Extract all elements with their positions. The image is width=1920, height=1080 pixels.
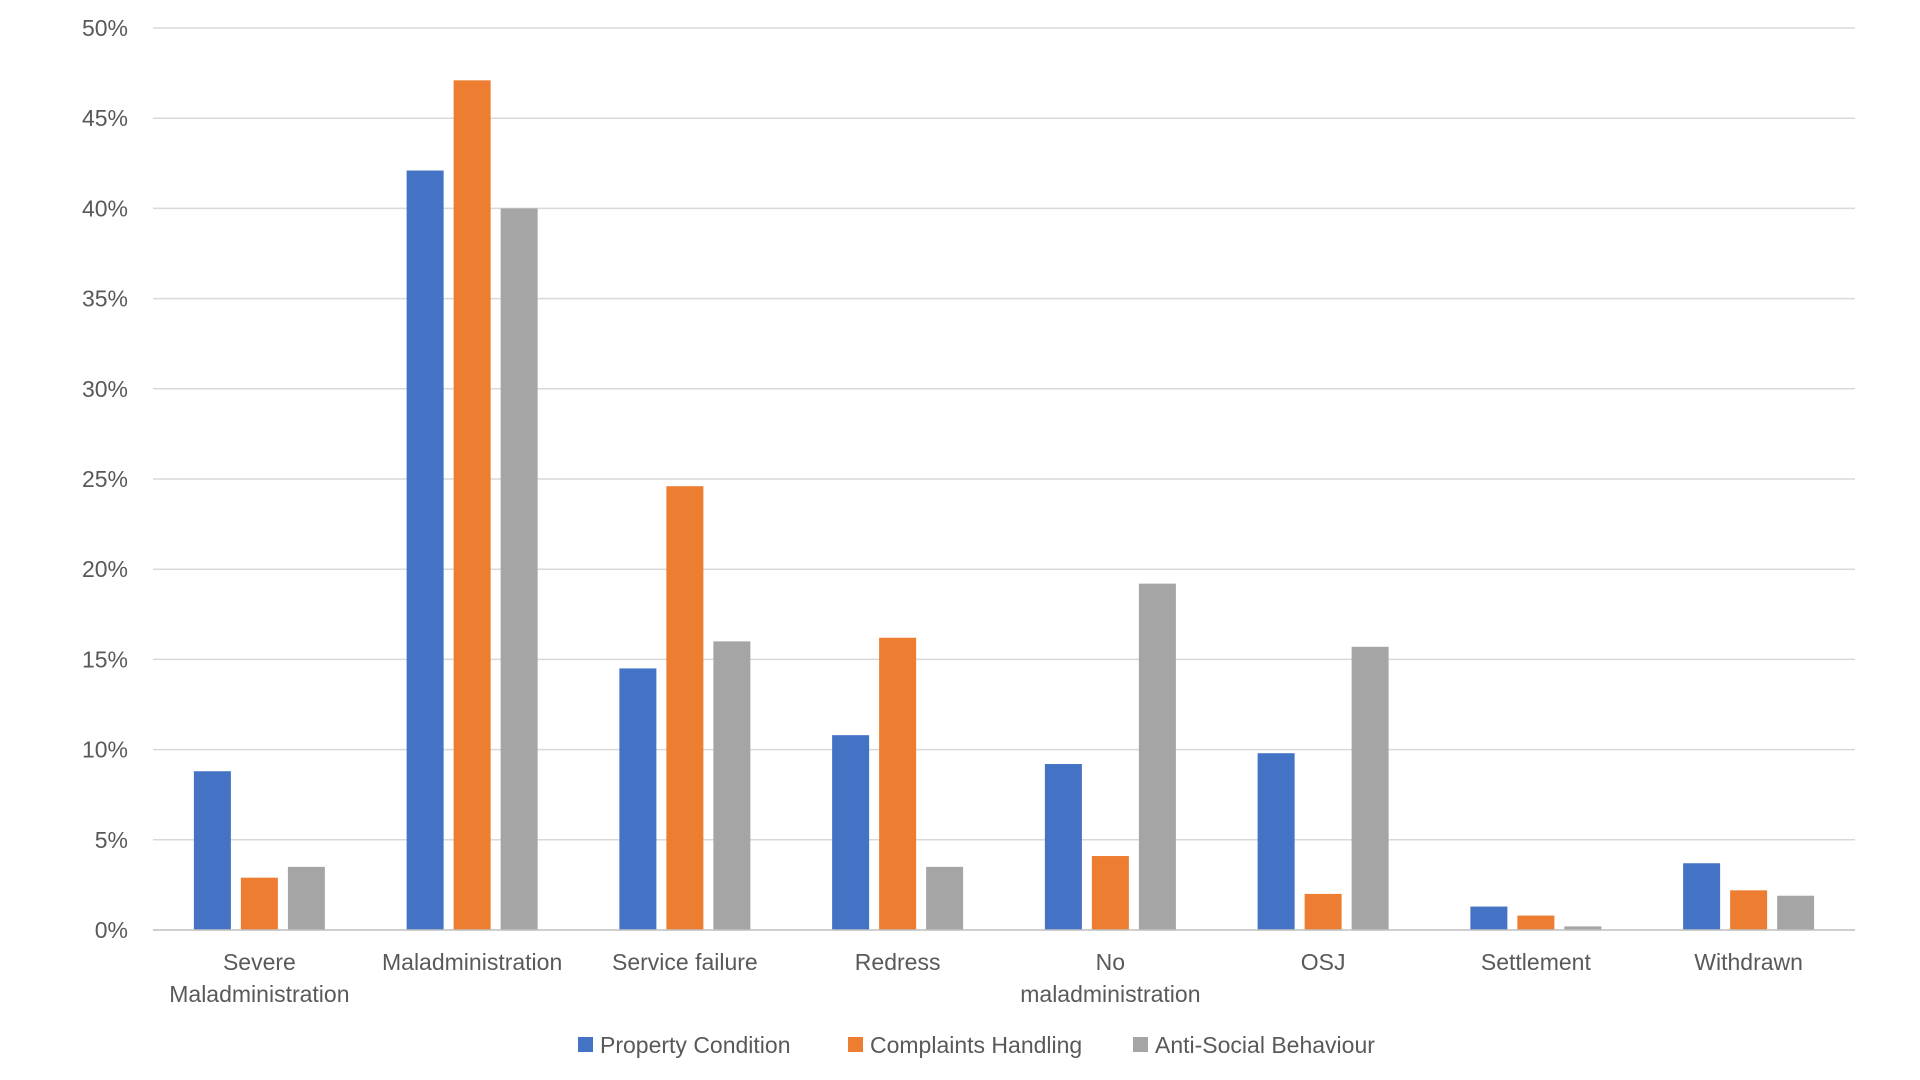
y-tick-label: 35%	[82, 286, 128, 312]
bar-property-condition-7	[1683, 863, 1721, 930]
legend-label: Anti-Social Behaviour	[1155, 1032, 1375, 1058]
legend-label: Complaints Handling	[870, 1032, 1082, 1058]
x-category-label: Service failure	[612, 949, 758, 975]
legend-swatch	[1133, 1037, 1148, 1052]
bar-anti-social-behaviour-1	[500, 208, 538, 930]
legend-swatch	[848, 1037, 863, 1052]
y-axis-tick-labels: 0% 5% 10% 15% 20% 25% 30% 35% 40% 45% 50%	[82, 15, 128, 943]
y-tick-label: 0%	[95, 917, 128, 943]
x-category-label: OSJ	[1301, 949, 1346, 975]
bar-complaints-handling-4	[1091, 856, 1129, 930]
bar-complaints-handling-5	[1304, 893, 1342, 930]
bars	[193, 80, 1815, 931]
x-category-label: Maladministration	[382, 949, 562, 975]
bar-anti-social-behaviour-2	[713, 641, 751, 930]
bar-property-condition-0	[193, 771, 231, 930]
bar-complaints-handling-3	[879, 637, 917, 930]
legend: Property Condition Complaints Handling Ant…	[578, 1032, 1375, 1058]
x-category-label: No maladministration	[1020, 949, 1200, 1007]
bar-complaints-handling-7	[1730, 890, 1768, 930]
y-tick-label: 10%	[82, 737, 128, 763]
bar-property-condition-5	[1257, 753, 1295, 930]
bar-anti-social-behaviour-3	[926, 866, 964, 930]
bar-complaints-handling-2	[666, 486, 704, 930]
bar-anti-social-behaviour-6	[1564, 926, 1602, 930]
bar-property-condition-1	[406, 170, 444, 931]
bar-anti-social-behaviour-7	[1777, 895, 1815, 930]
bar-property-condition-2	[619, 668, 657, 930]
legend-label: Property Condition	[600, 1032, 791, 1058]
y-tick-label: 45%	[82, 105, 128, 131]
x-category-label: Settlement	[1481, 949, 1592, 975]
legend-swatch	[578, 1037, 593, 1052]
y-tick-label: 5%	[95, 827, 128, 853]
bar-anti-social-behaviour-5	[1351, 646, 1389, 930]
x-category-label: Withdrawn	[1694, 949, 1803, 975]
y-tick-label: 20%	[82, 556, 128, 582]
bar-anti-social-behaviour-0	[287, 866, 325, 930]
bar-complaints-handling-6	[1517, 915, 1555, 930]
bar-complaints-handling-1	[453, 80, 491, 931]
y-tick-label: 40%	[82, 195, 128, 221]
bar-complaints-handling-0	[240, 877, 278, 930]
y-tick-label: 25%	[82, 466, 128, 492]
y-tick-label: 50%	[82, 15, 128, 41]
bar-property-condition-4	[1044, 764, 1082, 930]
y-tick-label: 15%	[82, 646, 128, 672]
x-category-label: Severe Maladministration	[169, 949, 349, 1007]
bar-anti-social-behaviour-4	[1138, 583, 1176, 930]
bar-property-condition-3	[832, 735, 870, 930]
x-axis-category-labels: Severe Maladministration Maladministration…	[169, 949, 1803, 1007]
y-tick-label: 30%	[82, 376, 128, 402]
x-category-label: Redress	[855, 949, 941, 975]
bar-property-condition-6	[1470, 906, 1508, 930]
